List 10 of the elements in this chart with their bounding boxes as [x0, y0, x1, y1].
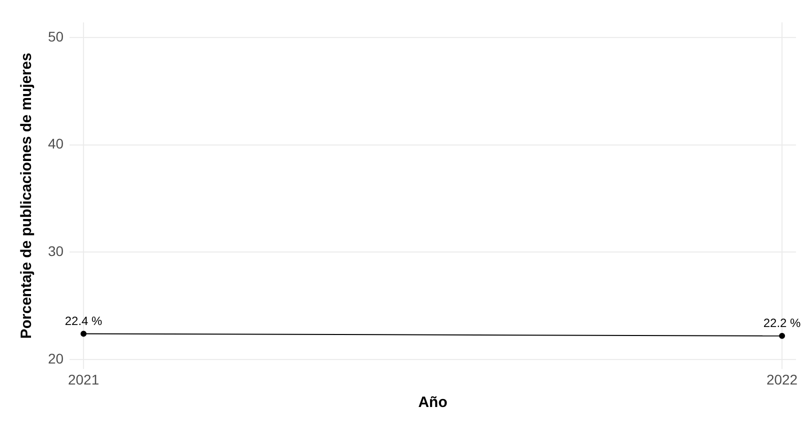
x-tick-label: 2022: [766, 371, 798, 388]
y-tick-label: 50: [48, 28, 64, 44]
y-axis-title: Porcentaje de publicaciones de mujeres: [18, 52, 36, 339]
x-tick-label: 2021: [68, 371, 100, 388]
data-label: 22.4 %: [64, 314, 103, 328]
y-tick-label: 40: [48, 136, 64, 152]
y-tick-label: 30: [48, 243, 64, 260]
x-axis-title: Año: [418, 394, 448, 412]
y-tick-label: 20: [48, 350, 64, 366]
data-label: 22.2 %: [763, 316, 802, 330]
